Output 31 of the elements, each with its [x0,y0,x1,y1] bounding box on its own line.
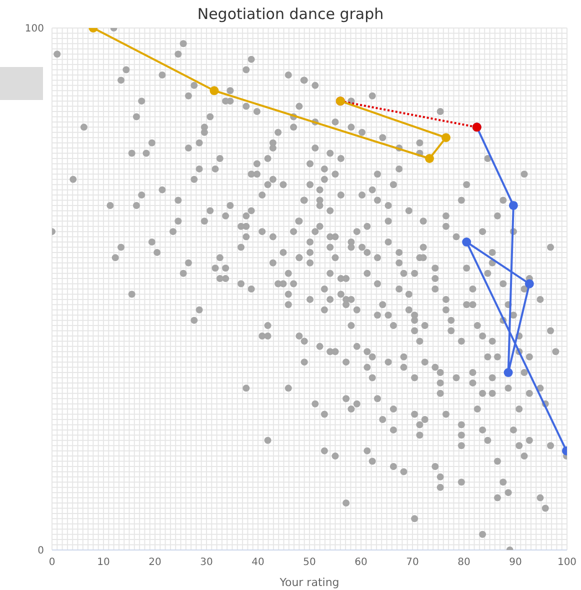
point [264,332,272,340]
point [284,384,292,392]
point [210,86,219,96]
point [508,200,518,210]
point [190,316,198,324]
point [284,301,292,308]
point [524,279,534,288]
x-tick-label: 40 [252,557,264,568]
x-tick-label: 60 [354,557,368,568]
point [258,332,266,340]
x-tick-label: 100 [557,557,577,568]
x-tick-label: 30 [200,557,213,568]
point [504,368,513,378]
x-tick-label: 90 [509,557,522,568]
x-axis-title: Your rating [278,576,340,589]
x-tick-label: 50 [303,557,316,568]
x-tick-label: 80 [458,557,470,568]
point [424,154,434,163]
point [264,436,272,444]
point [264,322,272,330]
x-tick-label: 20 [148,557,162,568]
chart-title: Negotiation dance graph [196,5,385,23]
point [284,290,292,298]
point [128,290,136,298]
point [242,384,250,392]
point [196,306,203,314]
x-tick-label: 10 [97,557,110,568]
x-tick-label: 70 [406,557,419,568]
point [462,238,472,247]
point [441,133,450,142]
x-tick-label: 0 [48,557,56,568]
